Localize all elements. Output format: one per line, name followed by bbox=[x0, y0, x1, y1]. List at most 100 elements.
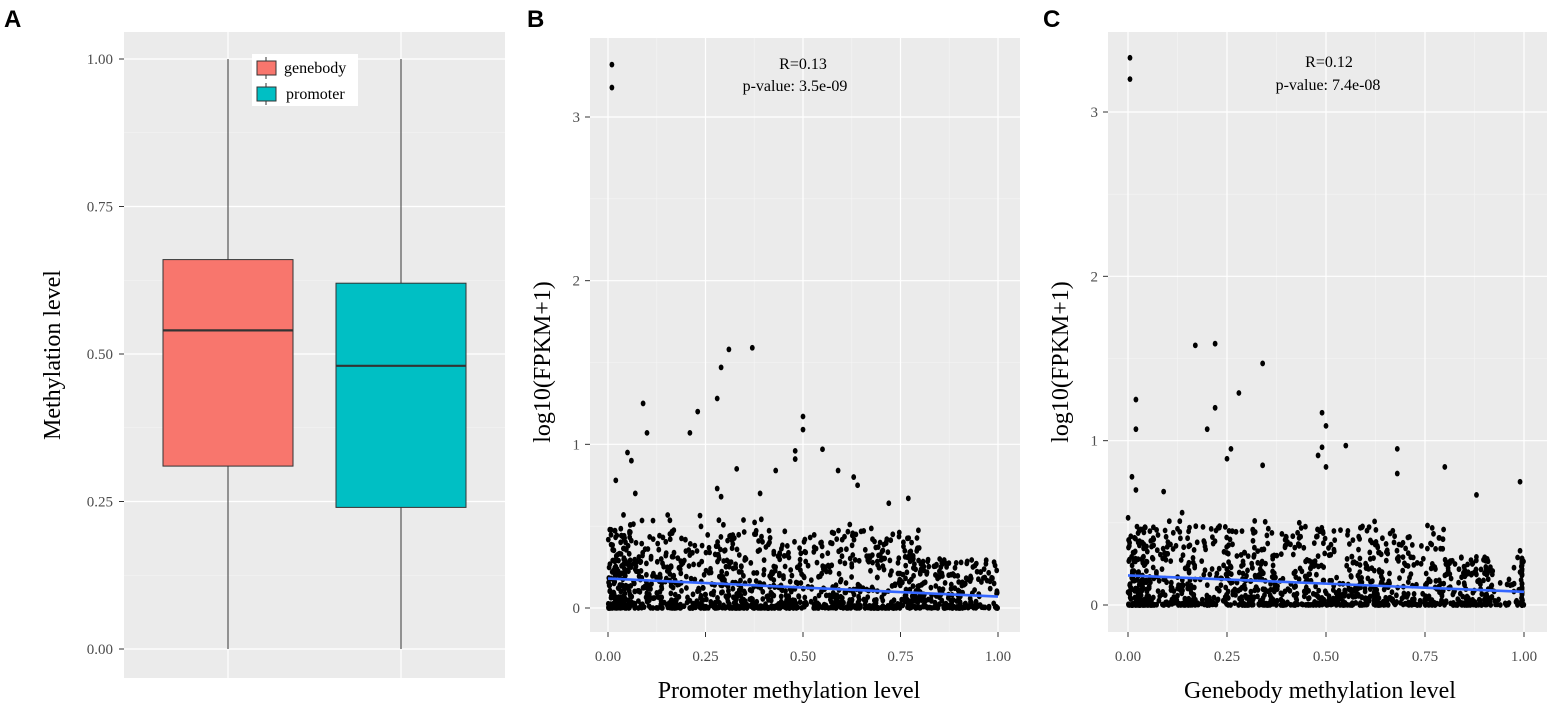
scatter-point-outlier bbox=[1343, 443, 1348, 449]
scatter-point bbox=[719, 534, 724, 540]
scatter-point bbox=[994, 568, 999, 574]
scatter-point bbox=[625, 584, 630, 590]
scatter-point bbox=[643, 546, 648, 552]
scatter-point bbox=[919, 561, 924, 567]
scatter-point bbox=[849, 564, 854, 570]
scatter-point bbox=[906, 535, 911, 541]
scatter-point bbox=[1515, 555, 1520, 561]
scatter-point bbox=[672, 604, 677, 610]
scatter-point bbox=[1406, 579, 1411, 585]
y-tick-label: 0 bbox=[1091, 598, 1099, 614]
scatter-point bbox=[1294, 595, 1299, 601]
scatter-point bbox=[1193, 601, 1198, 607]
scatter-point bbox=[852, 537, 857, 543]
scatter-point bbox=[1297, 542, 1302, 548]
scatter-point-outlier bbox=[1474, 492, 1479, 498]
scatter-point bbox=[796, 593, 801, 599]
scatter-point-outlier bbox=[1316, 453, 1321, 459]
genebody-correlation-label: R=0.12 bbox=[1305, 54, 1353, 71]
scatter-point bbox=[926, 557, 931, 563]
scatter-point bbox=[841, 605, 846, 611]
scatter-point bbox=[756, 548, 761, 554]
scatter-point bbox=[1201, 538, 1206, 544]
scatter-point bbox=[889, 568, 894, 574]
scatter-point bbox=[1255, 548, 1260, 554]
scatter-point bbox=[896, 571, 901, 577]
x-tick-label: 0.75 bbox=[887, 649, 913, 665]
scatter-point bbox=[1195, 539, 1200, 545]
scatter-point bbox=[723, 547, 728, 553]
scatter-point bbox=[1314, 602, 1319, 608]
scatter-point-outlier bbox=[1193, 342, 1198, 348]
scatter-point bbox=[1465, 571, 1470, 577]
scatter-point bbox=[969, 600, 974, 606]
scatter-point bbox=[978, 569, 983, 575]
scatter-point bbox=[1451, 602, 1456, 608]
scatter-point bbox=[679, 604, 684, 610]
scatter-point bbox=[651, 518, 656, 524]
scatter-point bbox=[1191, 594, 1196, 600]
scatter-point bbox=[1249, 598, 1254, 604]
scatter-point bbox=[1465, 562, 1470, 568]
scatter-point bbox=[747, 578, 752, 584]
scatter-point bbox=[692, 543, 697, 549]
scatter-point bbox=[1332, 537, 1337, 543]
genebody-p-value-label: p-value: 7.4e-08 bbox=[1276, 77, 1381, 94]
scatter-point bbox=[857, 558, 862, 564]
scatter-point bbox=[829, 605, 834, 611]
scatter-point bbox=[1199, 558, 1204, 564]
scatter-point bbox=[1255, 560, 1260, 566]
scatter-point bbox=[769, 590, 774, 596]
scatter-point bbox=[1430, 525, 1435, 531]
scatter-point-outlier bbox=[610, 85, 615, 91]
scatter-point bbox=[847, 522, 852, 528]
scatter-point bbox=[1182, 602, 1187, 608]
scatter-point bbox=[1253, 574, 1258, 580]
scatter-point bbox=[1209, 526, 1214, 532]
scatter-point bbox=[1240, 528, 1245, 534]
scatter-point bbox=[1230, 528, 1235, 534]
scatter-point bbox=[1165, 544, 1170, 550]
scatter-point bbox=[1176, 582, 1181, 588]
scatter-point bbox=[1359, 602, 1364, 608]
scatter-point bbox=[885, 605, 890, 611]
scatter-point bbox=[1301, 545, 1306, 551]
scatter-point bbox=[844, 580, 849, 586]
scatter-point bbox=[859, 529, 864, 535]
scatter-point bbox=[757, 605, 762, 611]
scatter-point bbox=[1496, 597, 1501, 603]
scatter-point bbox=[1307, 571, 1312, 577]
scatter-point bbox=[753, 531, 758, 537]
scatter-point bbox=[1144, 559, 1149, 565]
scatter-point bbox=[1474, 567, 1479, 573]
scatter-point bbox=[786, 550, 791, 556]
scatter-point bbox=[1263, 561, 1268, 567]
scatter-point bbox=[1377, 550, 1382, 556]
scatter-point bbox=[1319, 563, 1324, 569]
scatter-point bbox=[1257, 602, 1262, 608]
scatter-point bbox=[1345, 556, 1350, 562]
scatter-point bbox=[1441, 536, 1446, 542]
scatter-point bbox=[615, 566, 620, 572]
legend: genebody promoter bbox=[252, 54, 358, 106]
scatter-point bbox=[1141, 555, 1146, 561]
scatter-point bbox=[678, 566, 683, 572]
y-tick-label: 0.75 bbox=[87, 200, 113, 216]
scatter-point bbox=[1283, 544, 1288, 550]
scatter-point bbox=[733, 565, 738, 571]
scatter-point-outlier bbox=[801, 414, 806, 420]
scatter-point bbox=[759, 534, 764, 540]
promoter-y-axis-title: log10(FPKM+1) bbox=[530, 281, 556, 443]
scatter-point bbox=[1226, 589, 1231, 595]
scatter-point bbox=[1239, 563, 1244, 569]
scatter-point bbox=[1508, 582, 1513, 588]
scatter-point bbox=[721, 522, 726, 528]
scatter-point bbox=[1410, 542, 1415, 548]
scatter-point bbox=[618, 589, 623, 595]
scatter-point bbox=[1154, 569, 1159, 575]
scatter-point bbox=[744, 556, 749, 562]
scatter-point bbox=[1352, 559, 1357, 565]
box-body bbox=[336, 283, 466, 507]
scatter-point bbox=[1433, 602, 1438, 608]
scatter-point bbox=[704, 568, 709, 574]
